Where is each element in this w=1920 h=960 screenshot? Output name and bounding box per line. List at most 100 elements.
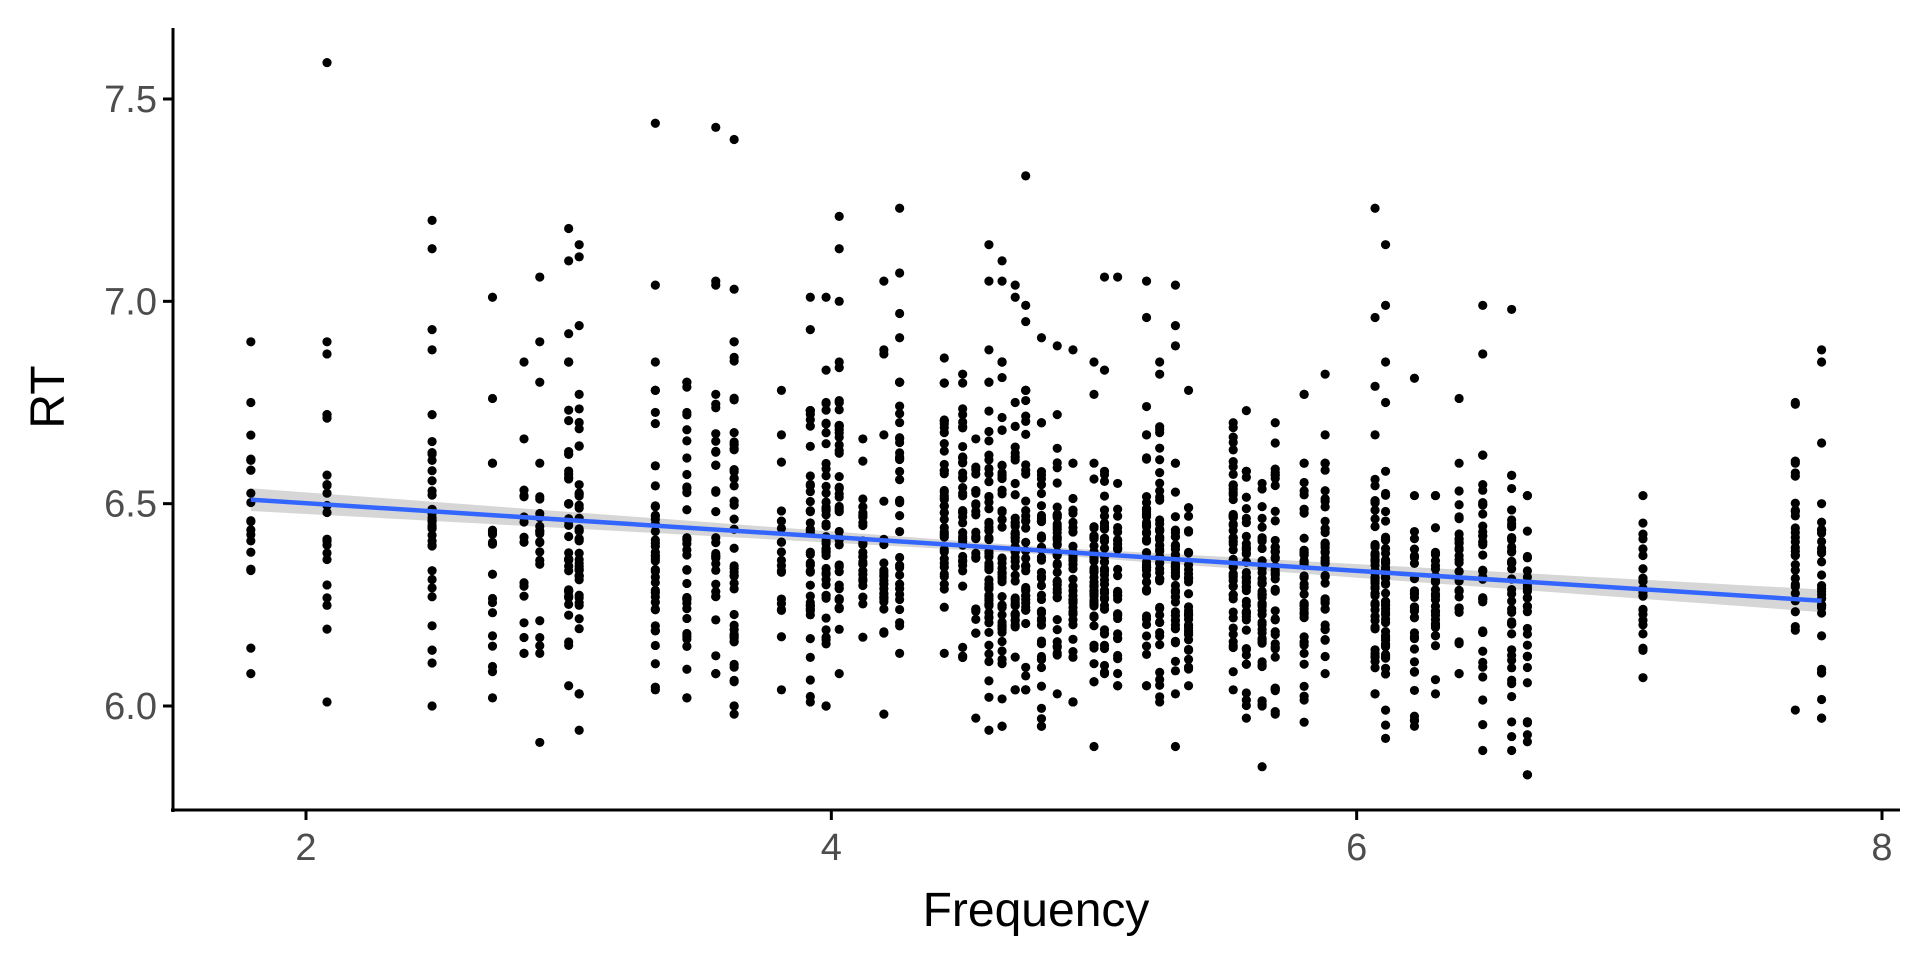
data-point xyxy=(776,632,787,642)
data-point xyxy=(1141,512,1152,522)
data-point xyxy=(1141,534,1152,544)
data-point xyxy=(650,357,660,367)
data-point xyxy=(1228,520,1238,530)
data-point xyxy=(1409,657,1420,667)
data-point xyxy=(1113,681,1123,691)
data-point xyxy=(535,616,545,626)
data-point xyxy=(1409,685,1420,696)
data-point xyxy=(1141,577,1152,587)
data-point xyxy=(997,425,1007,435)
data-point xyxy=(1370,521,1380,532)
data-point xyxy=(1228,445,1238,455)
data-point xyxy=(984,525,994,535)
data-point xyxy=(246,337,256,347)
data-point xyxy=(1036,333,1047,343)
data-point xyxy=(895,552,905,563)
data-point xyxy=(821,365,831,375)
data-point xyxy=(1228,533,1238,543)
data-point xyxy=(1380,705,1391,715)
data-point xyxy=(564,599,574,609)
data-point xyxy=(1155,369,1165,379)
data-point xyxy=(574,252,584,262)
data-point xyxy=(984,517,994,527)
data-point xyxy=(1299,557,1309,567)
data-point xyxy=(997,276,1007,286)
data-point xyxy=(1155,486,1165,496)
data-point xyxy=(1380,649,1391,660)
data-point xyxy=(984,649,994,659)
data-point xyxy=(1454,555,1464,565)
data-point xyxy=(958,651,968,661)
data-point xyxy=(997,357,1007,367)
y-tick-label: 6.0 xyxy=(104,686,157,728)
data-point xyxy=(1052,458,1062,468)
data-point xyxy=(1241,695,1251,705)
data-point xyxy=(939,501,949,511)
data-point xyxy=(997,646,1007,656)
data-point xyxy=(895,570,905,580)
data-point xyxy=(997,471,1007,481)
data-point xyxy=(858,569,868,580)
data-point xyxy=(879,575,889,585)
data-point xyxy=(1257,513,1267,524)
data-point xyxy=(1113,511,1123,521)
data-point xyxy=(1141,619,1152,630)
data-point xyxy=(1010,620,1020,630)
data-point xyxy=(971,628,981,638)
data-point xyxy=(1170,562,1181,572)
data-point xyxy=(984,426,994,437)
data-point xyxy=(535,494,545,504)
data-point xyxy=(1228,629,1238,639)
data-point xyxy=(1430,675,1441,685)
data-point xyxy=(997,610,1007,620)
data-point xyxy=(1155,674,1165,685)
data-point xyxy=(574,689,584,699)
data-point xyxy=(1320,651,1330,662)
data-point xyxy=(1507,505,1517,515)
data-point xyxy=(1380,397,1391,408)
data-point xyxy=(997,372,1007,383)
data-point xyxy=(487,292,498,302)
data-point xyxy=(1522,770,1532,780)
data-point xyxy=(858,551,868,562)
data-point xyxy=(1113,650,1123,661)
data-point xyxy=(1052,478,1062,488)
data-point xyxy=(1052,560,1062,570)
data-point xyxy=(322,548,332,558)
data-point xyxy=(322,536,332,546)
data-point xyxy=(487,593,498,604)
data-point xyxy=(997,602,1007,613)
data-point xyxy=(1052,443,1062,453)
data-point xyxy=(1478,450,1488,460)
data-point xyxy=(1155,558,1165,569)
data-point xyxy=(984,497,994,507)
data-point xyxy=(1454,592,1464,602)
data-point xyxy=(535,526,545,536)
data-point xyxy=(1478,497,1488,508)
data-point xyxy=(1370,583,1380,593)
data-point xyxy=(1409,632,1420,642)
data-point xyxy=(984,676,994,686)
data-point xyxy=(805,441,815,451)
data-point xyxy=(564,554,574,564)
data-point xyxy=(821,439,831,449)
data-point xyxy=(821,505,831,516)
data-point xyxy=(1430,589,1441,599)
data-point xyxy=(805,518,815,528)
data-point xyxy=(322,349,332,359)
data-point xyxy=(1089,357,1099,367)
data-point xyxy=(834,471,844,482)
data-point xyxy=(729,563,739,573)
data-point xyxy=(958,468,968,478)
data-point xyxy=(1170,610,1181,621)
data-point xyxy=(711,615,721,625)
data-point xyxy=(1270,606,1280,616)
data-point xyxy=(535,641,545,651)
data-point xyxy=(574,593,584,603)
x-tick-label: 6 xyxy=(1346,827,1367,869)
data-point xyxy=(487,693,498,703)
data-point xyxy=(322,470,332,480)
data-point xyxy=(997,506,1007,516)
data-point xyxy=(1099,491,1110,501)
data-point xyxy=(1141,631,1152,641)
